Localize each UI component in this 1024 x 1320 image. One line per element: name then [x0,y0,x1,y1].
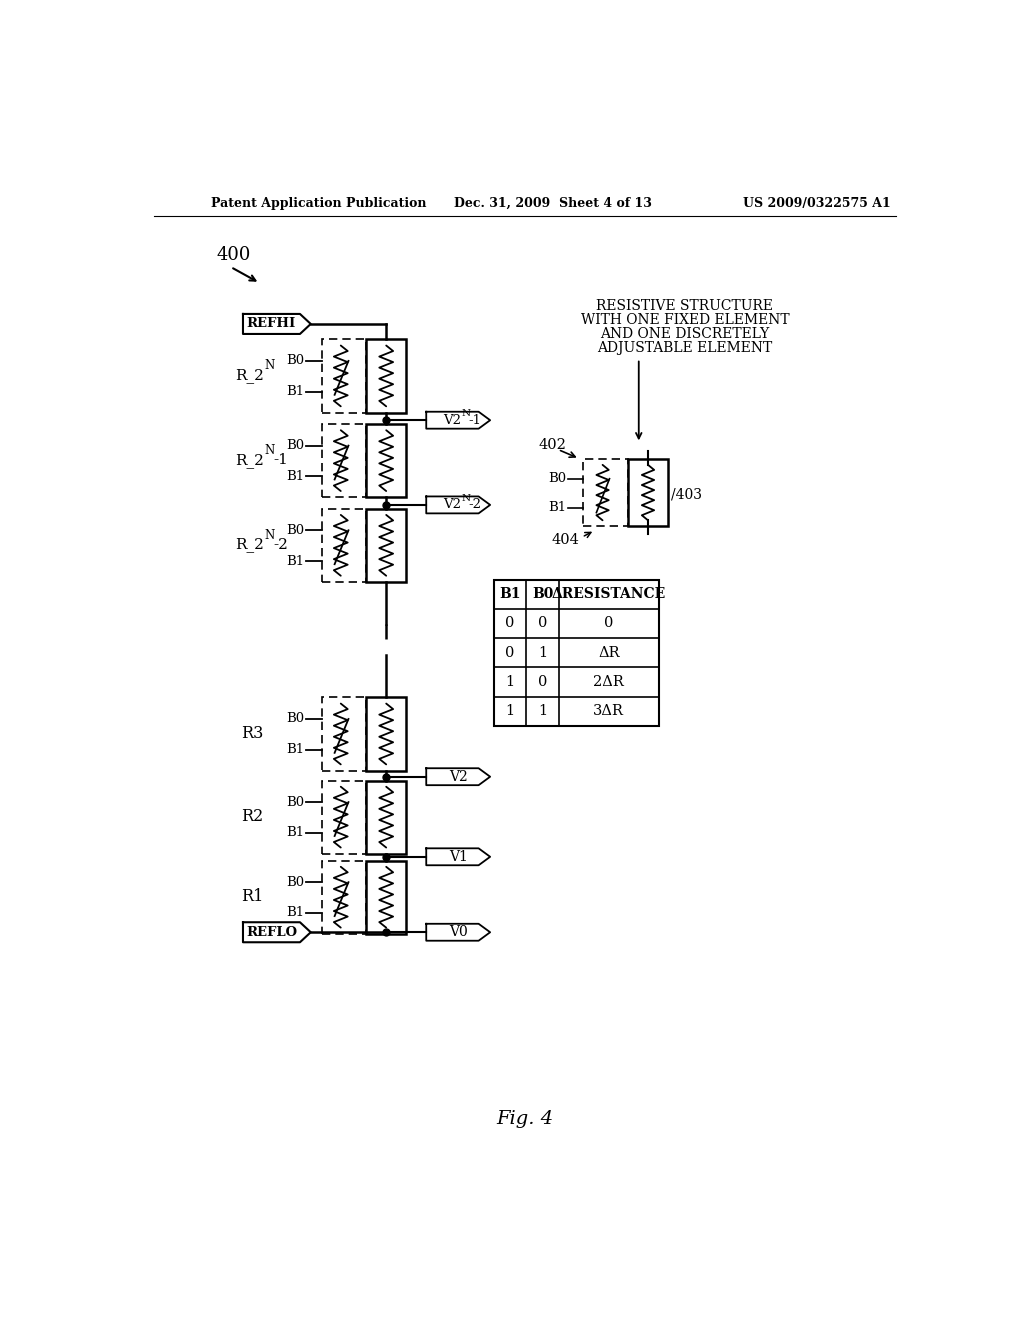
Text: R3: R3 [242,725,264,742]
Text: -1: -1 [469,413,481,426]
Text: REFHI: REFHI [247,317,296,330]
Text: 400: 400 [217,246,251,264]
Bar [628,459,668,527]
Text: 404: 404 [552,533,580,548]
Bar [322,697,367,771]
Text: /403: /403 [671,487,702,502]
Text: V0: V0 [450,925,468,940]
Text: B1: B1 [287,743,304,756]
Bar [367,508,407,582]
Text: Fig. 4: Fig. 4 [497,1110,553,1129]
Text: N: N [264,444,274,457]
Bar [367,424,407,498]
Text: N: N [462,409,471,418]
Bar [322,424,367,498]
Bar [367,339,407,412]
Text: B1: B1 [500,587,521,601]
Text: B0: B0 [287,875,304,888]
Bar [322,861,367,933]
Text: V2: V2 [443,499,462,511]
Text: B0: B0 [531,587,553,601]
Text: 1: 1 [506,675,515,689]
Text: N: N [462,494,471,503]
Text: ΔR: ΔR [598,645,620,660]
Text: B1: B1 [548,502,566,515]
Text: B0: B0 [287,354,304,367]
Text: -2: -2 [273,539,289,552]
Bar [367,697,407,771]
Text: 3ΔR: 3ΔR [593,705,625,718]
Text: 1: 1 [538,645,547,660]
Text: 0: 0 [506,645,515,660]
Text: 0: 0 [538,675,547,689]
Text: Patent Application Publication: Patent Application Publication [211,197,427,210]
Text: R_2: R_2 [234,453,264,467]
Text: US 2009/0322575 A1: US 2009/0322575 A1 [742,197,891,210]
Text: 2ΔR: 2ΔR [593,675,624,689]
Bar [367,861,407,933]
Text: B1: B1 [287,385,304,399]
Text: B1: B1 [287,826,304,840]
Text: B1: B1 [287,554,304,568]
Text: WITH ONE FIXED ELEMENT: WITH ONE FIXED ELEMENT [581,313,790,327]
Bar [367,780,407,854]
Text: AND ONE DISCRETELY: AND ONE DISCRETELY [600,327,770,341]
Text: 0: 0 [604,616,613,631]
Text: 1: 1 [538,705,547,718]
Text: B0: B0 [287,524,304,537]
Text: ΔRESISTANCE: ΔRESISTANCE [552,587,666,601]
Text: ADJUSTABLE ELEMENT: ADJUSTABLE ELEMENT [597,341,772,355]
Text: 0: 0 [538,616,547,631]
Text: R2: R2 [242,808,264,825]
Text: -1: -1 [273,453,289,467]
Text: 402: 402 [539,438,566,451]
Text: V2: V2 [450,770,468,784]
Text: RESISTIVE STRUCTURE: RESISTIVE STRUCTURE [596,300,773,313]
Bar [322,780,367,854]
Text: B1: B1 [287,470,304,483]
Text: V2: V2 [443,413,462,426]
Text: V1: V1 [450,850,468,863]
Text: 0: 0 [506,616,515,631]
Text: N: N [264,359,274,372]
Text: -2: -2 [469,499,481,511]
Text: B0: B0 [287,796,304,809]
Bar [584,459,628,527]
Bar [322,508,367,582]
Text: R_2: R_2 [234,537,264,552]
Text: B0: B0 [548,473,566,486]
Text: B1: B1 [287,907,304,920]
Text: R1: R1 [242,888,264,906]
Text: R_2: R_2 [234,368,264,383]
Bar [322,339,367,412]
Text: N: N [264,529,274,543]
Text: B0: B0 [287,713,304,726]
Text: Dec. 31, 2009  Sheet 4 of 13: Dec. 31, 2009 Sheet 4 of 13 [454,197,652,210]
Text: B0: B0 [287,440,304,453]
Bar [494,579,658,726]
Text: 1: 1 [506,705,515,718]
Text: REFLO: REFLO [246,925,297,939]
